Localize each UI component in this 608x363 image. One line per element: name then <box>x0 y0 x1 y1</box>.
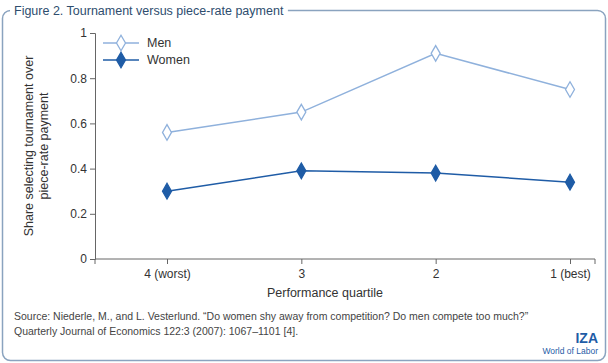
y-tick-label: 0 <box>80 252 87 266</box>
y-axis-title: Share selecting tournament overpiece-rat… <box>22 56 51 237</box>
x-axis-line <box>95 259 595 264</box>
title: Figure 2. Tournament versus piece-rate p… <box>14 4 284 18</box>
series-line <box>167 53 570 132</box>
y-tick-label: 0.6 <box>70 117 87 131</box>
legend-marker <box>117 35 126 51</box>
x-tick-mark <box>167 259 168 264</box>
point-marker <box>566 174 575 190</box>
y-tick-mark <box>90 123 95 124</box>
y-axis: 0 0.2 0.4 0.6 0.8 1 <box>70 26 95 266</box>
point-marker <box>431 46 440 62</box>
point-marker <box>566 82 575 98</box>
x-tick: 3 <box>298 259 305 281</box>
x-axis-title: Performance quartile <box>267 286 383 300</box>
y-tick-mark <box>90 214 95 215</box>
x-axis: 4 (worst) 3 2 1 (best) <box>95 259 595 281</box>
y-tick-label: 1 <box>80 26 87 40</box>
point-marker <box>163 125 172 141</box>
point-marker <box>163 183 172 199</box>
x-tick: 1 (best) <box>550 259 591 281</box>
y-axis-line <box>90 34 96 260</box>
legend-label: Women <box>147 53 190 67</box>
point-marker <box>297 104 306 120</box>
x-tick-label: 2 <box>433 267 440 281</box>
logo-text: World of Labor <box>542 346 598 356</box>
y-tick-label: 0.4 <box>70 162 87 176</box>
y-tick: 0.8 <box>70 72 95 86</box>
y-tick-mark <box>90 33 95 34</box>
x-tick-label: 3 <box>298 267 305 281</box>
y-tick-label: 0.2 <box>70 207 87 221</box>
legend-marker <box>117 52 126 68</box>
frame <box>3 11 606 361</box>
y-tick: 0 <box>80 252 95 266</box>
x-tick-mark <box>436 259 437 264</box>
title-background <box>10 4 288 18</box>
series-line <box>167 171 570 191</box>
y-tick: 0.2 <box>70 207 95 221</box>
y-tick-label: 0.8 <box>70 72 87 86</box>
x-tick: 4 (worst) <box>144 259 191 281</box>
y-tick: 0.4 <box>70 162 95 176</box>
y-tick: 0.6 <box>70 117 95 131</box>
y-tick: 1 <box>80 26 95 40</box>
chart: Figure 2. Tournament versus piece-rate p… <box>0 0 608 363</box>
point-marker <box>297 163 306 179</box>
x-tick-mark <box>570 259 571 264</box>
x-tick-mark <box>301 259 302 264</box>
source-note: Quarterly Journal of Economics 122:3 (20… <box>14 325 298 337</box>
logo: IZA <box>575 330 598 346</box>
point-marker <box>431 165 440 181</box>
y-tick-mark <box>90 78 95 79</box>
x-tick: 2 <box>433 259 440 281</box>
y-tick-mark <box>90 259 95 260</box>
legend-label: Men <box>147 36 171 50</box>
x-tick-label: 4 (worst) <box>144 267 191 281</box>
legend: Men Women <box>103 35 190 68</box>
source-note: Source: Niederle, M., and L. Vesterlund.… <box>14 310 529 322</box>
plot-area <box>163 46 575 199</box>
x-tick-label: 1 (best) <box>550 267 591 281</box>
y-tick-mark <box>90 169 95 170</box>
